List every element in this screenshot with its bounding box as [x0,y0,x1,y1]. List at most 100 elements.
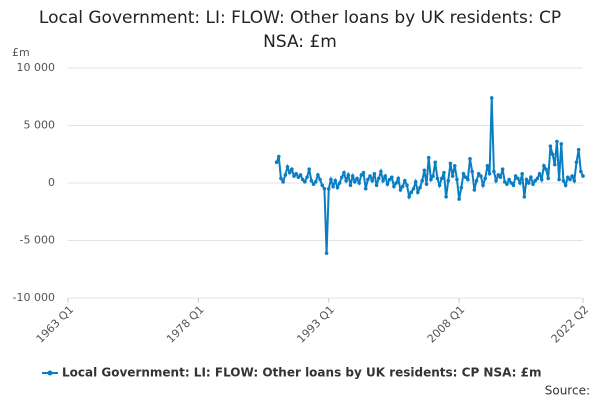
point [494,178,498,183]
point [350,174,355,178]
point [290,167,294,171]
point [357,181,361,185]
point [557,177,561,182]
point [398,188,403,192]
point [507,177,511,182]
y-tick-label: -5 000 [20,234,55,247]
y-tick-label: 10 000 [17,61,56,74]
point [574,160,579,165]
point [346,173,351,177]
point [396,176,401,181]
point [344,178,348,183]
line [275,97,584,254]
point [565,175,570,180]
point [502,180,507,184]
point [370,178,375,183]
point [563,183,568,188]
point [539,177,544,182]
point [379,169,383,174]
point [300,177,305,182]
point [463,175,468,180]
point [581,174,585,178]
point [522,195,527,199]
point [326,186,331,191]
y-tick-label: -10 000 [13,291,55,304]
point [446,178,451,183]
point [509,181,514,185]
point [546,176,551,181]
point [542,163,546,168]
point [552,162,557,167]
point [457,197,461,201]
point [470,169,474,174]
point [511,183,516,188]
point [431,174,435,178]
point [561,178,566,183]
point [429,177,433,182]
point [481,183,485,188]
point [550,152,555,157]
point [355,176,359,181]
point [487,172,492,176]
point [403,178,407,183]
point [385,182,390,186]
point [420,178,424,183]
point [555,139,559,144]
point [335,185,340,190]
point [320,183,325,188]
point [498,175,503,180]
point [331,184,335,189]
point [368,174,372,178]
point [298,173,303,177]
point [316,173,320,177]
point [518,181,522,185]
point [544,167,548,171]
point [529,175,533,180]
point [359,173,364,177]
point [366,177,370,182]
point [333,178,338,183]
point [342,170,346,175]
point [442,170,446,175]
x-tick-label: 1993 Q1 [294,303,337,346]
point [492,169,496,174]
point [483,176,488,181]
point [329,177,333,182]
point [452,163,457,168]
point [485,163,490,168]
point [416,190,420,194]
point [279,176,283,181]
point [372,172,377,176]
point [422,168,427,173]
point [407,195,411,199]
point [505,182,509,186]
point [474,178,479,183]
point [579,169,583,174]
x-tick-label: 1978 Q1 [164,303,207,346]
point [559,142,564,146]
point [409,190,414,194]
point [568,177,572,182]
source: Source: [545,384,590,398]
point [324,251,329,255]
point [472,188,477,192]
point [405,183,409,188]
point [285,165,290,169]
y-tick-label: 5 000 [24,119,56,132]
point [311,182,316,186]
point [450,174,455,178]
point [374,183,379,188]
point [309,178,314,183]
point [548,144,553,148]
point [400,184,405,189]
point [322,186,327,191]
point [303,180,307,184]
point [424,182,429,186]
point [455,177,459,182]
point [520,172,524,176]
point [466,177,470,182]
x-tick-label: 1963 Q1 [34,303,77,346]
point [572,178,577,183]
point [576,147,581,152]
